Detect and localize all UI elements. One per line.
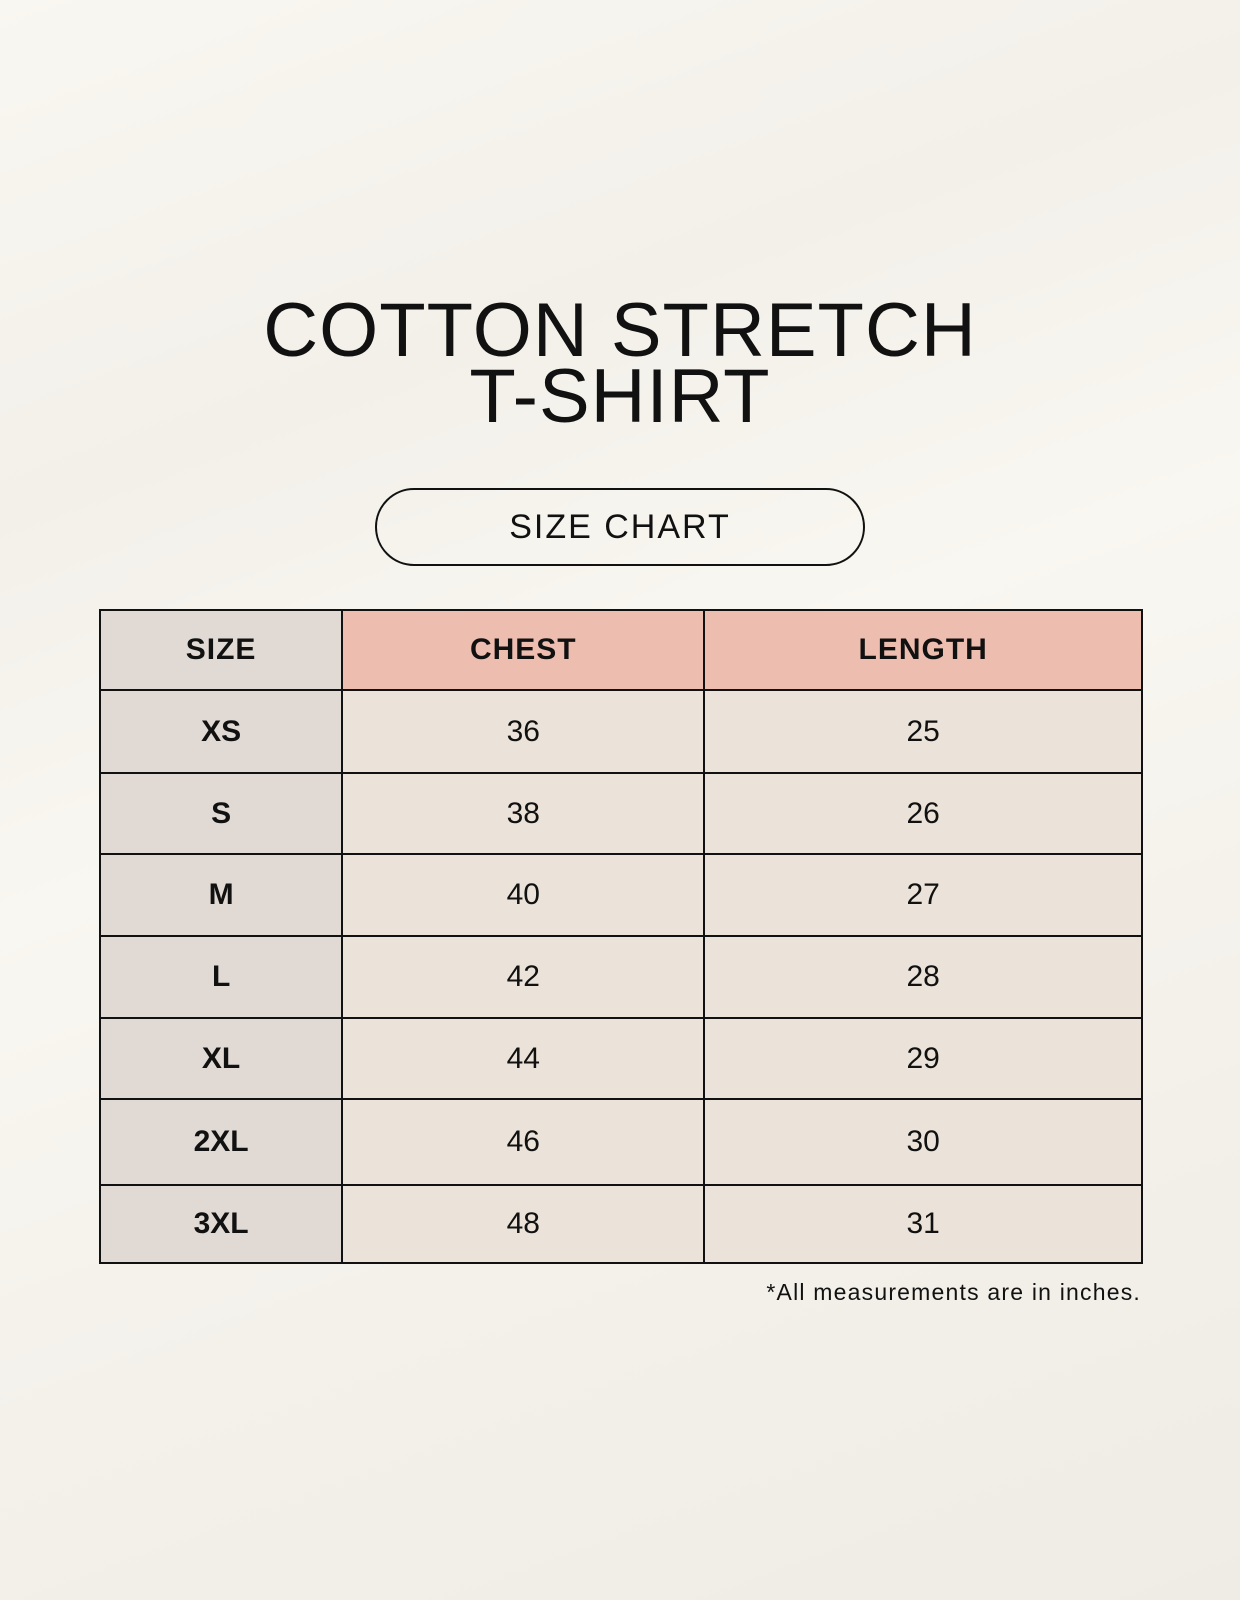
size-chart-badge: SIZE CHART: [375, 488, 865, 566]
size-cell: 3XL: [98, 1184, 344, 1264]
chest-cell: 46: [341, 1098, 706, 1186]
chest-cell: 38: [341, 772, 706, 855]
header-row: SIZE CHEST LENGTH: [98, 609, 1143, 691]
chest-cell: 42: [341, 935, 706, 1019]
chest-cell: 40: [341, 853, 706, 937]
table-row: S 38 26: [98, 772, 1143, 855]
size-cell: 2XL: [98, 1098, 344, 1186]
title-line-2: T-SHIRT: [469, 354, 771, 439]
length-cell: 31: [703, 1184, 1143, 1264]
length-cell: 28: [703, 935, 1143, 1019]
chest-cell: 36: [341, 689, 706, 774]
table-row: M 40 27: [98, 853, 1143, 937]
table-row: L 42 28: [98, 935, 1143, 1019]
measurement-note: *All measurements are in inches.: [766, 1279, 1141, 1305]
chest-cell: 48: [341, 1184, 706, 1264]
table-row: XL 44 29: [98, 1017, 1143, 1100]
title-line-1: COTTON STRETCH: [263, 288, 977, 373]
table-row: 2XL 46 30: [98, 1098, 1143, 1186]
length-cell: 29: [703, 1017, 1143, 1100]
table-row: XS 36 25: [98, 689, 1143, 774]
header-size: SIZE: [98, 609, 344, 691]
size-cell: L: [98, 935, 344, 1019]
size-cell: XS: [98, 689, 344, 774]
size-cell: M: [98, 853, 344, 937]
size-table: SIZE CHEST LENGTH XS 36 25 S 38 26 M 40 27 L 42 28 X…: [98, 609, 1143, 1264]
length-cell: 26: [703, 772, 1143, 855]
chest-cell: 44: [341, 1017, 706, 1100]
header-chest: CHEST: [341, 609, 706, 691]
length-cell: 27: [703, 853, 1143, 937]
size-cell: S: [98, 772, 344, 855]
page-title: COTTON STRETCH T-SHIRT: [0, 288, 1240, 439]
table-row: 3XL 48 31: [98, 1184, 1143, 1264]
length-cell: 30: [703, 1098, 1143, 1186]
length-cell: 25: [703, 689, 1143, 774]
header-length: LENGTH: [703, 609, 1143, 691]
size-cell: XL: [98, 1017, 344, 1100]
